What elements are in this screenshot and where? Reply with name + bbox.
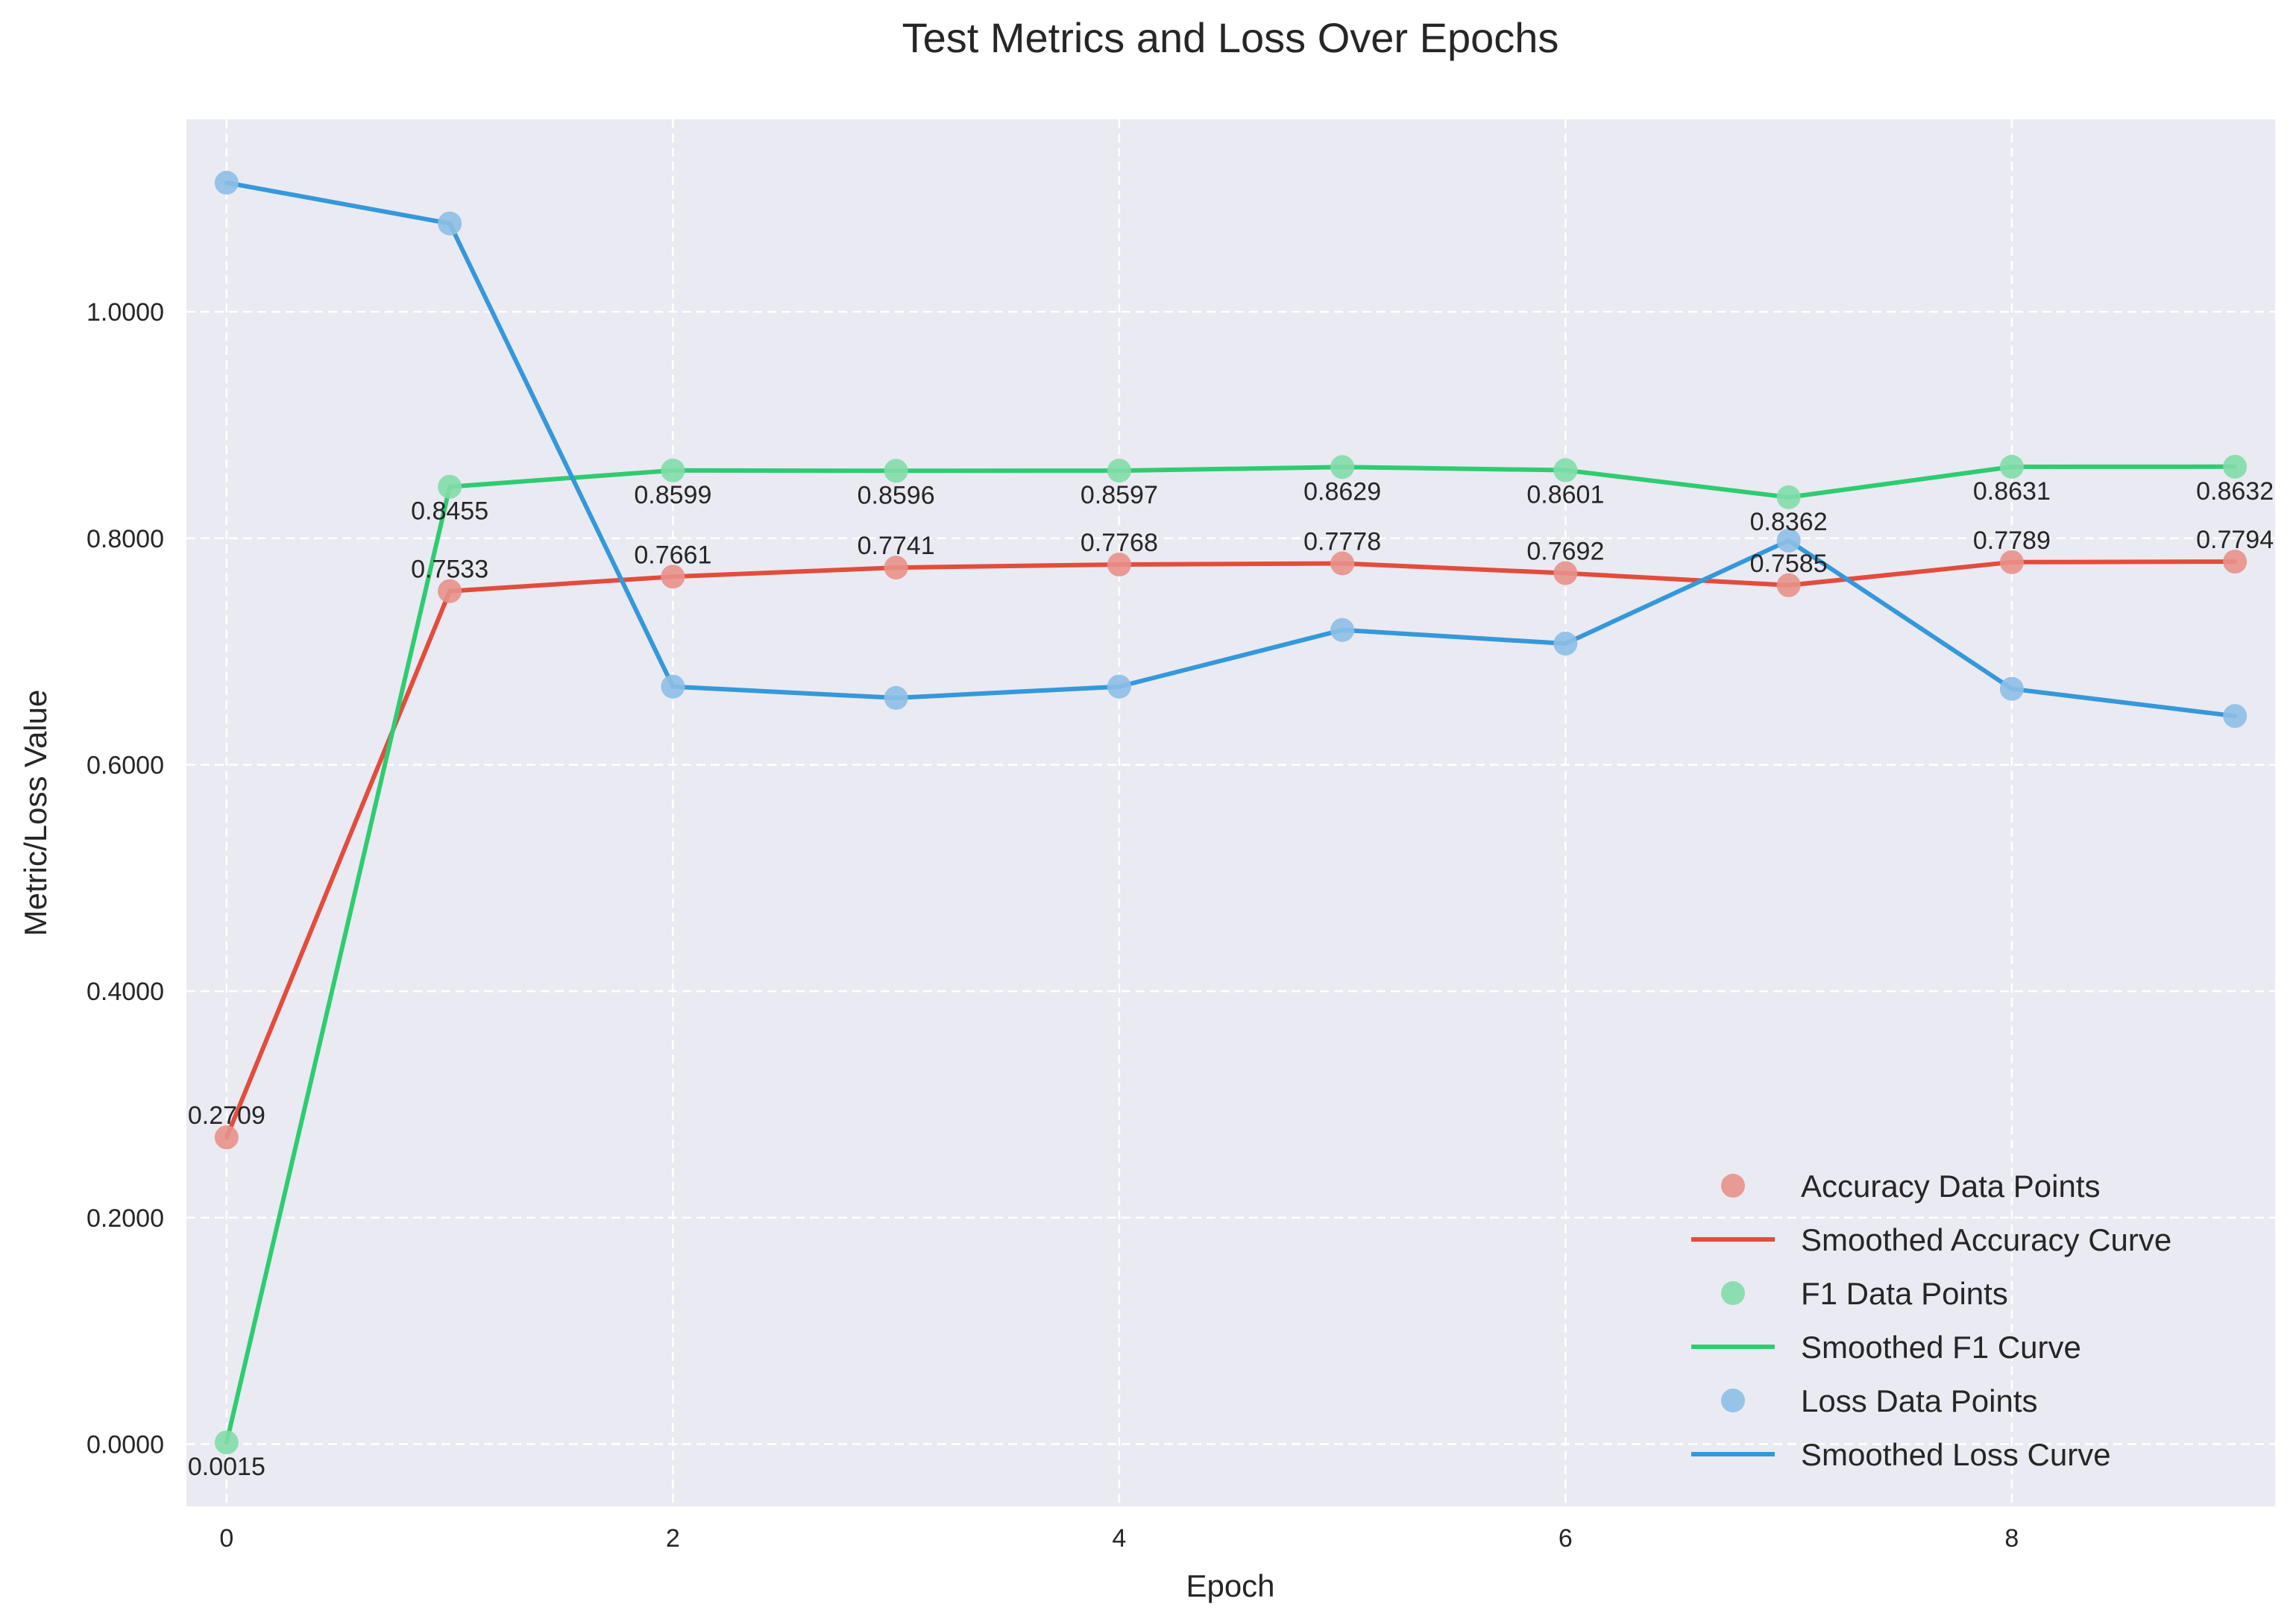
- accuracy-value-label: 0.7585: [1750, 550, 1828, 578]
- accuracy-data-point: [1107, 553, 1131, 577]
- loss-data-point: [1553, 632, 1578, 656]
- x-tick-label: 0: [219, 1524, 233, 1553]
- accuracy-data-point: [1999, 550, 2024, 574]
- loss-data-point: [884, 685, 908, 710]
- y-tick-label: 1.0000: [87, 298, 164, 327]
- y-axis-label: Metric/Loss Value: [18, 690, 53, 937]
- accuracy-value-label: 0.7741: [858, 532, 935, 560]
- accuracy-value-label: 0.7768: [1081, 529, 1158, 557]
- accuracy-data-point: [661, 565, 685, 589]
- accuracy-points-legend-label: Accuracy Data Points: [1801, 1169, 2101, 1204]
- loss-data-point: [1776, 528, 1801, 553]
- f1-points-legend-label: F1 Data Points: [1801, 1276, 2008, 1311]
- loss-points-legend-marker: [1721, 1389, 1745, 1412]
- loss-data-point: [1330, 617, 1355, 642]
- f1-value-label: 0.8631: [1973, 477, 2051, 506]
- f1-smoothed-curve: [224, 464, 2238, 1445]
- y-tick-label: 0.6000: [87, 751, 164, 779]
- f1-data-point: [1553, 458, 1578, 482]
- series-layer: [214, 171, 2248, 1455]
- loss-data-point: [1999, 676, 2024, 701]
- accuracy-value-label: 0.7533: [411, 556, 488, 584]
- accuracy-data-point: [1330, 551, 1355, 576]
- accuracy-value-label: 0.7778: [1303, 528, 1381, 556]
- f1-data-point: [438, 474, 462, 499]
- f1-points-legend-marker: [1721, 1281, 1745, 1305]
- accuracy-curve-legend-label: Smoothed Accuracy Curve: [1801, 1222, 2171, 1257]
- accuracy-value-label: 0.7661: [634, 541, 711, 569]
- f1-data-point: [1999, 454, 2024, 479]
- axes: 0 2 4 6 8 0.0000 0.2000 0.4000 0.6000 0.8000 1.000…: [87, 298, 2019, 1553]
- legend: Accuracy Data Points Smoothed Accuracy Cu…: [1691, 1169, 2171, 1472]
- f1-value-label: 0.8596: [858, 481, 935, 509]
- loss-data-point: [214, 171, 239, 195]
- accuracy-data-point: [214, 1125, 239, 1150]
- x-tick-label: 4: [1112, 1524, 1126, 1553]
- loss-smoothed-curve: [224, 180, 2238, 719]
- accuracy-value-label: 0.7794: [2196, 526, 2274, 554]
- x-tick-label: 8: [2004, 1524, 2019, 1553]
- f1-value-label: 0.8632: [2196, 477, 2274, 506]
- accuracy-data-point: [884, 556, 908, 580]
- accuracy-data-point: [1553, 561, 1578, 585]
- loss-curve-legend-label: Smoothed Loss Curve: [1801, 1437, 2111, 1472]
- loss-data-point: [438, 211, 462, 236]
- accuracy-value-label: 0.7789: [1973, 526, 2051, 555]
- grid-lines: [186, 119, 2275, 1506]
- f1-data-point: [661, 458, 685, 482]
- y-tick-label: 0.8000: [87, 525, 164, 553]
- f1-value-label: 0.8601: [1526, 481, 1604, 509]
- x-tick-label: 2: [666, 1524, 680, 1553]
- accuracy-data-point: [2223, 550, 2248, 574]
- f1-data-point: [2223, 454, 2248, 479]
- plot-area: [186, 119, 2275, 1506]
- f1-value-label: 0.0015: [188, 1453, 265, 1481]
- chart-title: Test Metrics and Loss Over Epochs: [902, 14, 1559, 61]
- f1-curve-legend-label: Smoothed F1 Curve: [1801, 1330, 2081, 1365]
- accuracy-data-point: [438, 579, 462, 603]
- data-labels: 0.2709 0.7533 0.7661 0.7741 0.7768 0.7778 0.76…: [188, 477, 2274, 1481]
- y-tick-label: 0.4000: [87, 978, 164, 1006]
- f1-value-label: 0.8599: [634, 481, 711, 509]
- f1-data-point: [884, 459, 908, 483]
- accuracy-value-label: 0.2709: [188, 1101, 265, 1130]
- f1-value-label: 0.8455: [411, 497, 488, 526]
- f1-value-label: 0.8629: [1303, 477, 1381, 506]
- f1-value-label: 0.8597: [1081, 481, 1158, 509]
- accuracy-data-point: [1776, 573, 1801, 597]
- loss-data-point: [1107, 674, 1131, 699]
- y-tick-label: 0.0000: [87, 1430, 164, 1459]
- accuracy-smoothed-curve: [224, 559, 2238, 1140]
- accuracy-value-label: 0.7692: [1526, 538, 1604, 566]
- y-tick-label: 0.2000: [87, 1204, 164, 1233]
- f1-data-point: [1107, 459, 1131, 483]
- f1-value-label: 0.8362: [1750, 508, 1828, 536]
- f1-data-point: [1330, 455, 1355, 480]
- loss-data-point: [2223, 704, 2248, 729]
- loss-points-legend-label: Loss Data Points: [1801, 1383, 2038, 1418]
- loss-data-point: [661, 674, 685, 699]
- f1-data-point: [1776, 485, 1801, 509]
- x-tick-label: 6: [1559, 1524, 1573, 1553]
- accuracy-points-legend-marker: [1721, 1174, 1745, 1198]
- f1-data-point: [214, 1430, 239, 1455]
- x-axis-label: Epoch: [1186, 1568, 1274, 1603]
